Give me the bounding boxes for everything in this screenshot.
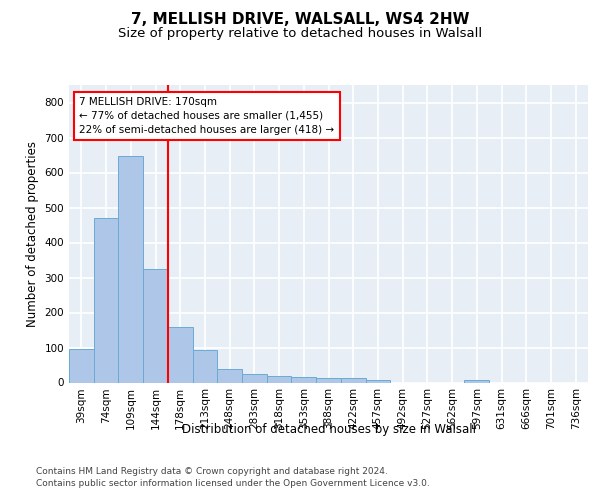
Bar	[193, 350, 217, 382]
Bar	[168, 327, 193, 382]
Text: Distribution of detached houses by size in Walsall: Distribution of detached houses by size …	[182, 422, 476, 436]
Bar	[267, 376, 292, 382]
Bar	[94, 218, 118, 382]
Bar	[365, 380, 390, 382]
Bar	[118, 156, 143, 382]
Text: Size of property relative to detached houses in Walsall: Size of property relative to detached ho…	[118, 28, 482, 40]
Bar	[217, 368, 242, 382]
Text: 7, MELLISH DRIVE, WALSALL, WS4 2HW: 7, MELLISH DRIVE, WALSALL, WS4 2HW	[131, 12, 469, 28]
Text: 7 MELLISH DRIVE: 170sqm
← 77% of detached houses are smaller (1,455)
22% of semi: 7 MELLISH DRIVE: 170sqm ← 77% of detache…	[79, 97, 335, 135]
Text: Contains HM Land Registry data © Crown copyright and database right 2024.: Contains HM Land Registry data © Crown c…	[36, 468, 388, 476]
Bar	[316, 378, 341, 382]
Y-axis label: Number of detached properties: Number of detached properties	[26, 141, 39, 327]
Text: Contains public sector information licensed under the Open Government Licence v3: Contains public sector information licen…	[36, 479, 430, 488]
Bar	[292, 377, 316, 382]
Bar	[464, 380, 489, 382]
Bar	[143, 269, 168, 382]
Bar	[242, 374, 267, 382]
Bar	[341, 378, 365, 382]
Bar	[69, 349, 94, 382]
